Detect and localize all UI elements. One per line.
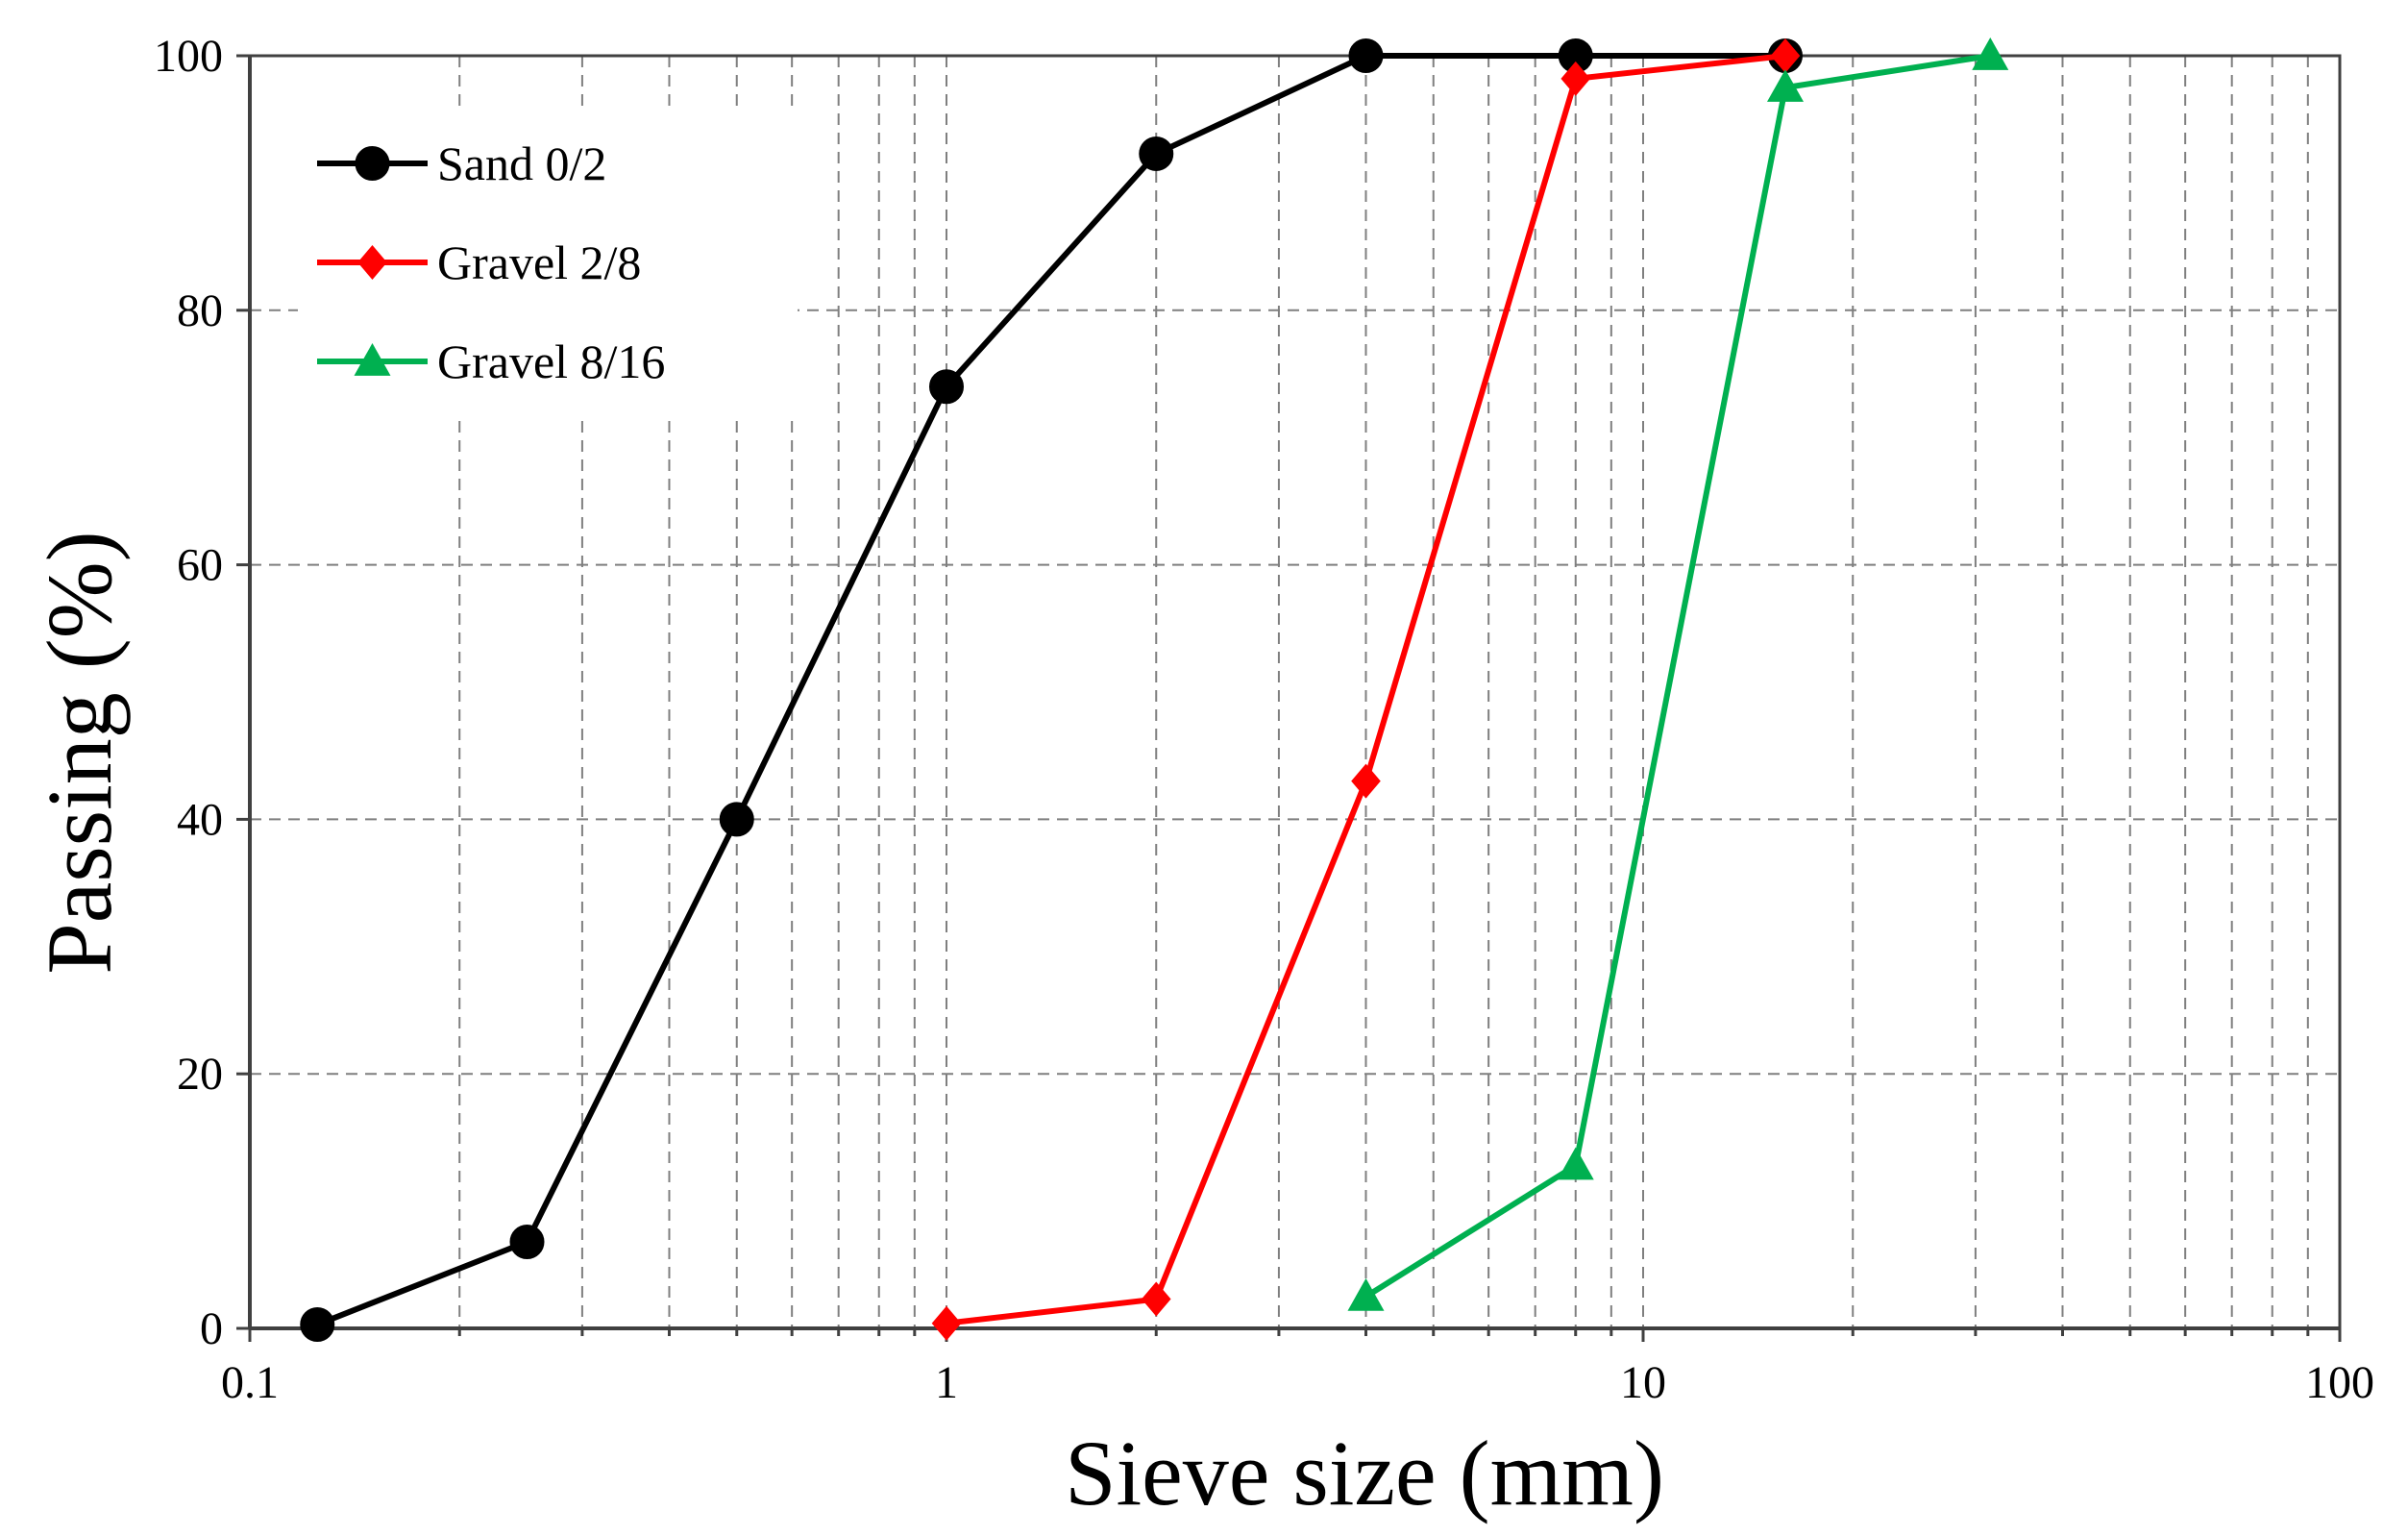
series-line xyxy=(316,53,1785,1327)
y-tick-label: 60 xyxy=(177,540,223,591)
data-point xyxy=(354,343,391,376)
series-sand-0-2 xyxy=(300,38,1803,1343)
legend: Sand 0/2 Gravel 2/8 Gravel 8/16 xyxy=(298,111,798,419)
data-point xyxy=(719,802,754,837)
series-line xyxy=(1364,53,1991,1300)
data-point xyxy=(1141,1281,1171,1317)
x-tick-label: 1 xyxy=(935,1357,958,1408)
data-point xyxy=(357,245,387,280)
series-gravel-8-16 xyxy=(1347,37,2009,1311)
y-tick-label: 0 xyxy=(200,1303,223,1354)
legend-label: Sand 0/2 xyxy=(437,136,606,190)
grid-layer xyxy=(250,56,2340,1328)
y-tick-label: 40 xyxy=(177,794,223,845)
series-gravel-2-8 xyxy=(931,38,1801,1341)
data-point xyxy=(355,146,390,181)
data-point xyxy=(1348,38,1384,73)
x-tick-label: 0.1 xyxy=(221,1357,279,1408)
x-axis-title: Sieve size (mm) xyxy=(1065,1422,1664,1524)
legend-label: Gravel 8/16 xyxy=(437,334,665,388)
data-point xyxy=(1766,69,1804,102)
y-tick-label: 100 xyxy=(154,31,223,82)
data-point xyxy=(931,1305,962,1341)
legend-label: Gravel 2/8 xyxy=(437,235,641,289)
data-point xyxy=(300,1307,335,1343)
data-point xyxy=(1560,61,1591,96)
axis-layer: 0.1 1 10 100 0 20 40 60 80 100 xyxy=(154,31,2374,1408)
y-tick-label: 20 xyxy=(177,1049,223,1100)
x-tick-label: 10 xyxy=(1620,1357,1666,1408)
data-point xyxy=(509,1224,545,1259)
y-tick-label: 80 xyxy=(177,285,223,336)
data-point xyxy=(1770,38,1801,73)
x-tick-label: 100 xyxy=(2305,1357,2374,1408)
data-point xyxy=(1557,1147,1594,1180)
y-axis-title: Passing (%) xyxy=(28,531,131,974)
data-point xyxy=(929,369,964,405)
data-point xyxy=(1972,37,2009,70)
data-point xyxy=(1347,1277,1385,1311)
data-point xyxy=(1351,763,1381,799)
series-layer xyxy=(300,37,2009,1343)
data-point xyxy=(1139,136,1174,171)
